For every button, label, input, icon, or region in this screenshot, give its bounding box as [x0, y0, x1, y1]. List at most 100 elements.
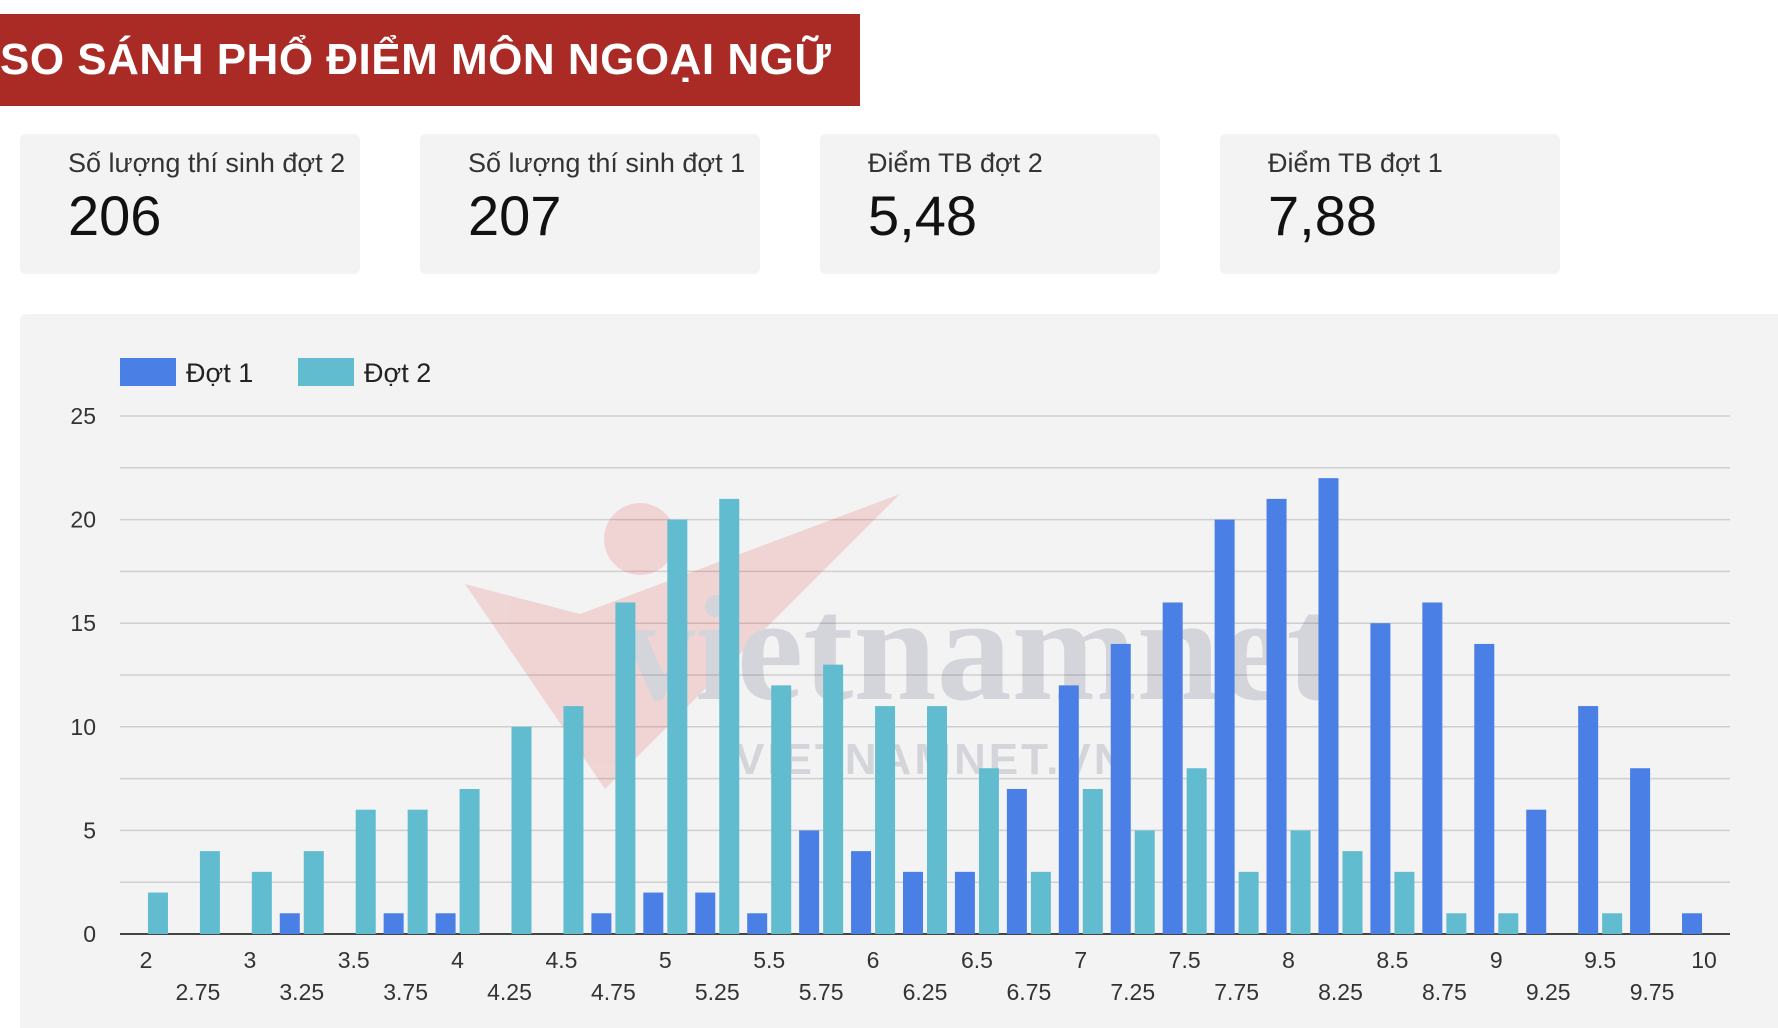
- kpi-label: Số lượng thí sinh đợt 2: [68, 148, 346, 178]
- y-tick-label: 5: [83, 817, 96, 843]
- bar-1-3.25[interactable]: [279, 913, 300, 934]
- x-tick-label: 7: [1074, 947, 1087, 973]
- bar-2-7.5[interactable]: [1186, 768, 1207, 934]
- x-tick-label: 8.75: [1422, 979, 1467, 1005]
- gridlines: [120, 415, 1730, 935]
- legend-swatch: [298, 358, 354, 386]
- bar-1-6[interactable]: [851, 851, 872, 934]
- x-tick-label: 5.5: [753, 947, 785, 973]
- bar-2-7.75[interactable]: [1238, 871, 1259, 934]
- y-tick-label: 10: [70, 714, 96, 740]
- bar-2-8.75[interactable]: [1446, 913, 1467, 934]
- bar-1-5.25[interactable]: [695, 892, 716, 934]
- bar-2-2.75[interactable]: [199, 851, 220, 934]
- kpi-card-average-round-2: Điểm TB đợt 2 5,48: [820, 134, 1160, 274]
- bar-2-6.25[interactable]: [927, 706, 947, 934]
- bar-2-4.5[interactable]: [563, 706, 584, 934]
- y-tick-label: 15: [70, 610, 96, 636]
- bar-2-8.5[interactable]: [1394, 871, 1415, 934]
- bar-1-3.75[interactable]: [383, 913, 404, 934]
- x-tick-label: 9.75: [1630, 979, 1675, 1005]
- bar-1-4[interactable]: [435, 913, 456, 934]
- legend-item-1[interactable]: Đợt 1: [120, 358, 253, 388]
- bar-1-9[interactable]: [1474, 643, 1495, 934]
- bar-1-5.75[interactable]: [799, 830, 820, 934]
- x-tick-label: 6: [867, 947, 880, 973]
- bar-2-6.5[interactable]: [978, 768, 999, 934]
- bar-2-3.75[interactable]: [407, 809, 428, 934]
- bar-2-9.5[interactable]: [1602, 913, 1623, 934]
- x-tick-label: 7.75: [1214, 979, 1259, 1005]
- bar-2-4[interactable]: [459, 788, 480, 934]
- x-tick-label: 6.5: [961, 947, 993, 973]
- x-tick-label: 5.75: [799, 979, 844, 1005]
- bar-2-4.75[interactable]: [615, 602, 636, 934]
- bar-1-9.25[interactable]: [1526, 809, 1547, 934]
- series-1: [279, 478, 1703, 934]
- legend: Đợt 1 Đợt 2: [120, 358, 431, 388]
- x-tick-label: 2: [140, 947, 153, 973]
- kpi-value: 5,48: [868, 184, 977, 247]
- x-tick-label: 8.25: [1318, 979, 1363, 1005]
- watermark: vietnamnetVIETNAMNET.VN: [465, 494, 1337, 789]
- bar-1-6.25[interactable]: [903, 871, 923, 934]
- bar-2-6[interactable]: [875, 706, 896, 934]
- bar-2-3.5[interactable]: [355, 809, 376, 934]
- bar-2-8.25[interactable]: [1342, 851, 1363, 934]
- bar-1-6.75[interactable]: [1006, 788, 1027, 934]
- x-tick-label: 3.5: [338, 947, 370, 973]
- bar-1-5.5[interactable]: [747, 913, 768, 934]
- bar-1-5[interactable]: [643, 892, 664, 934]
- bar-2-4.25[interactable]: [511, 726, 532, 934]
- bar-2-6.75[interactable]: [1030, 871, 1051, 934]
- kpi-label: Điểm TB đợt 2: [868, 148, 1043, 178]
- bar-1-8[interactable]: [1266, 498, 1287, 934]
- bar-2-2[interactable]: [147, 892, 168, 934]
- y-axis: 0 5 10 15 20 25: [70, 403, 96, 947]
- x-tick-label: 3: [243, 947, 256, 973]
- bar-1-7.75[interactable]: [1214, 519, 1235, 934]
- watermark-dot: [604, 503, 676, 575]
- kpi-card-average-round-1: Điểm TB đợt 1 7,88: [1220, 134, 1560, 274]
- x-tick-label: 9.5: [1584, 947, 1616, 973]
- bar-2-9[interactable]: [1498, 913, 1519, 934]
- bar-2-7.25[interactable]: [1134, 830, 1155, 934]
- bar-2-5[interactable]: [667, 519, 688, 934]
- bar-1-6.5[interactable]: [954, 871, 975, 934]
- bar-2-3[interactable]: [251, 871, 272, 934]
- bar-1-8.25[interactable]: [1318, 478, 1339, 934]
- x-tick-label: 7.5: [1169, 947, 1201, 973]
- x-tick-label: 3.75: [383, 979, 428, 1005]
- bar-2-5.75[interactable]: [823, 664, 844, 934]
- legend-item-2[interactable]: Đợt 2: [298, 358, 431, 388]
- x-tick-label: 10: [1691, 947, 1717, 973]
- kpi-label: Điểm TB đợt 1: [1268, 148, 1443, 178]
- x-tick-label: 4: [451, 947, 464, 973]
- x-tick-label: 3.25: [279, 979, 324, 1005]
- bar-2-3.25[interactable]: [303, 851, 324, 934]
- x-tick-label: 2.75: [176, 979, 221, 1005]
- y-tick-label: 20: [70, 507, 96, 533]
- bar-2-7[interactable]: [1082, 788, 1103, 934]
- x-tick-label: 4.25: [487, 979, 532, 1005]
- bar-1-7.25[interactable]: [1110, 643, 1131, 934]
- bar-2-5.5[interactable]: [771, 685, 792, 934]
- x-tick-label: 8: [1282, 947, 1295, 973]
- x-tick-label: 4.5: [545, 947, 577, 973]
- y-tick-label: 0: [83, 921, 96, 947]
- x-tick-label: 5.25: [695, 979, 740, 1005]
- kpi-value: 7,88: [1268, 184, 1377, 247]
- bar-1-8.75[interactable]: [1422, 602, 1443, 934]
- x-tick-label: 4.75: [591, 979, 636, 1005]
- bar-1-9.75[interactable]: [1630, 768, 1651, 934]
- bar-1-8.5[interactable]: [1370, 623, 1391, 934]
- bar-1-4.75[interactable]: [591, 913, 612, 934]
- bar-2-8[interactable]: [1290, 830, 1311, 934]
- bar-2-5.25[interactable]: [719, 498, 740, 934]
- bar-1-9.5[interactable]: [1578, 706, 1599, 934]
- bar-1-10[interactable]: [1682, 913, 1703, 934]
- bar-1-7[interactable]: [1058, 685, 1079, 934]
- x-tick-label: 9.25: [1526, 979, 1571, 1005]
- x-tick-label: 9: [1490, 947, 1503, 973]
- bar-1-7.5[interactable]: [1162, 602, 1183, 934]
